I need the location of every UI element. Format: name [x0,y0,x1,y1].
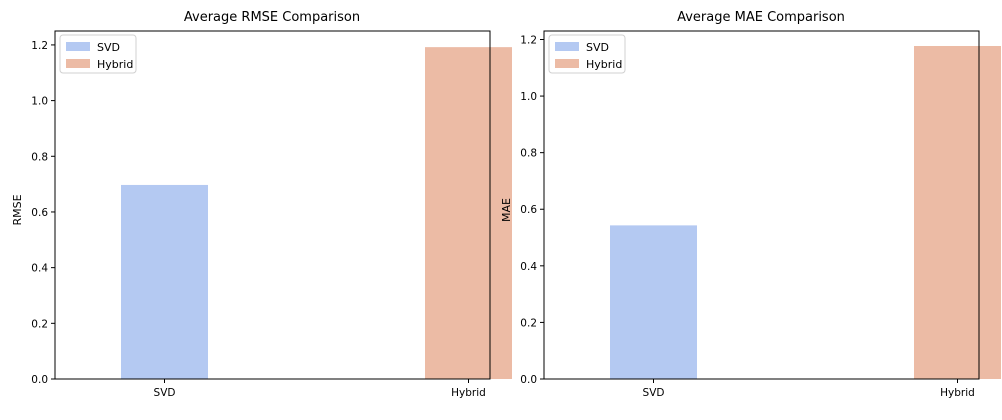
plot-area: 0.0 0.2 0.4 0.6 0.8 1.0 1.2 SVD Hybrid SVD Hybrid [520,30,1001,399]
legend-swatch [555,42,579,51]
legend-swatch [66,59,90,68]
y-tick-label: 0.0 [520,374,537,386]
chart-title: Average MAE Comparison [677,10,845,25]
legend-label: Hybrid [97,58,133,71]
y-tick-label: 0.8 [520,148,537,160]
y-tick-label: 0.6 [520,204,537,216]
bar-hybrid [425,47,512,379]
x-tick-label: SVD [643,387,665,399]
chart-mae: Average MAE Comparison MAE 0.0 0.2 0.4 0.6 0… [500,10,1001,399]
y-tick-label: 0.2 [520,317,537,329]
axes-frame [543,30,980,380]
legend-label: Hybrid [586,58,622,71]
y-tick-label: 0.8 [31,151,48,163]
legend: SVD Hybrid [548,34,626,74]
y-tick-label: 1.0 [520,91,537,103]
bar-hybrid [914,45,1001,380]
x-tick-label: Hybrid [940,387,975,399]
axes-frame [54,30,491,380]
x-tick-label: Hybrid [451,387,486,399]
y-tick-label: 0.6 [31,207,48,219]
y-tick-label: 0.0 [31,374,48,386]
y-tick-label: 0.4 [520,261,537,273]
y-tick-label: 0.2 [31,318,48,330]
x-tick-label: SVD [154,387,176,399]
y-tick-label: 0.4 [31,263,48,275]
chart-rmse: Average RMSE Comparison RMSE 0.0 0.2 0.4 0.… [11,10,512,399]
y-axis-label: RMSE [11,194,24,225]
plot-area: 0.0 0.2 0.4 0.6 0.8 1.0 1.2 SVD Hybrid SVD Hybrid [31,30,512,399]
legend-swatch [66,42,90,51]
legend-label: SVD [586,41,609,54]
legend-label: SVD [97,41,120,54]
legend-swatch [555,59,579,68]
legend: SVD Hybrid [59,34,137,74]
y-axis-label: MAE [500,198,513,222]
bar-svd [121,184,208,379]
y-tick-label: 1.0 [31,96,48,108]
bar-svd [610,225,697,379]
y-tick-label: 1.2 [31,40,48,52]
y-tick-label: 1.2 [520,34,537,46]
chart-title: Average RMSE Comparison [184,10,360,25]
